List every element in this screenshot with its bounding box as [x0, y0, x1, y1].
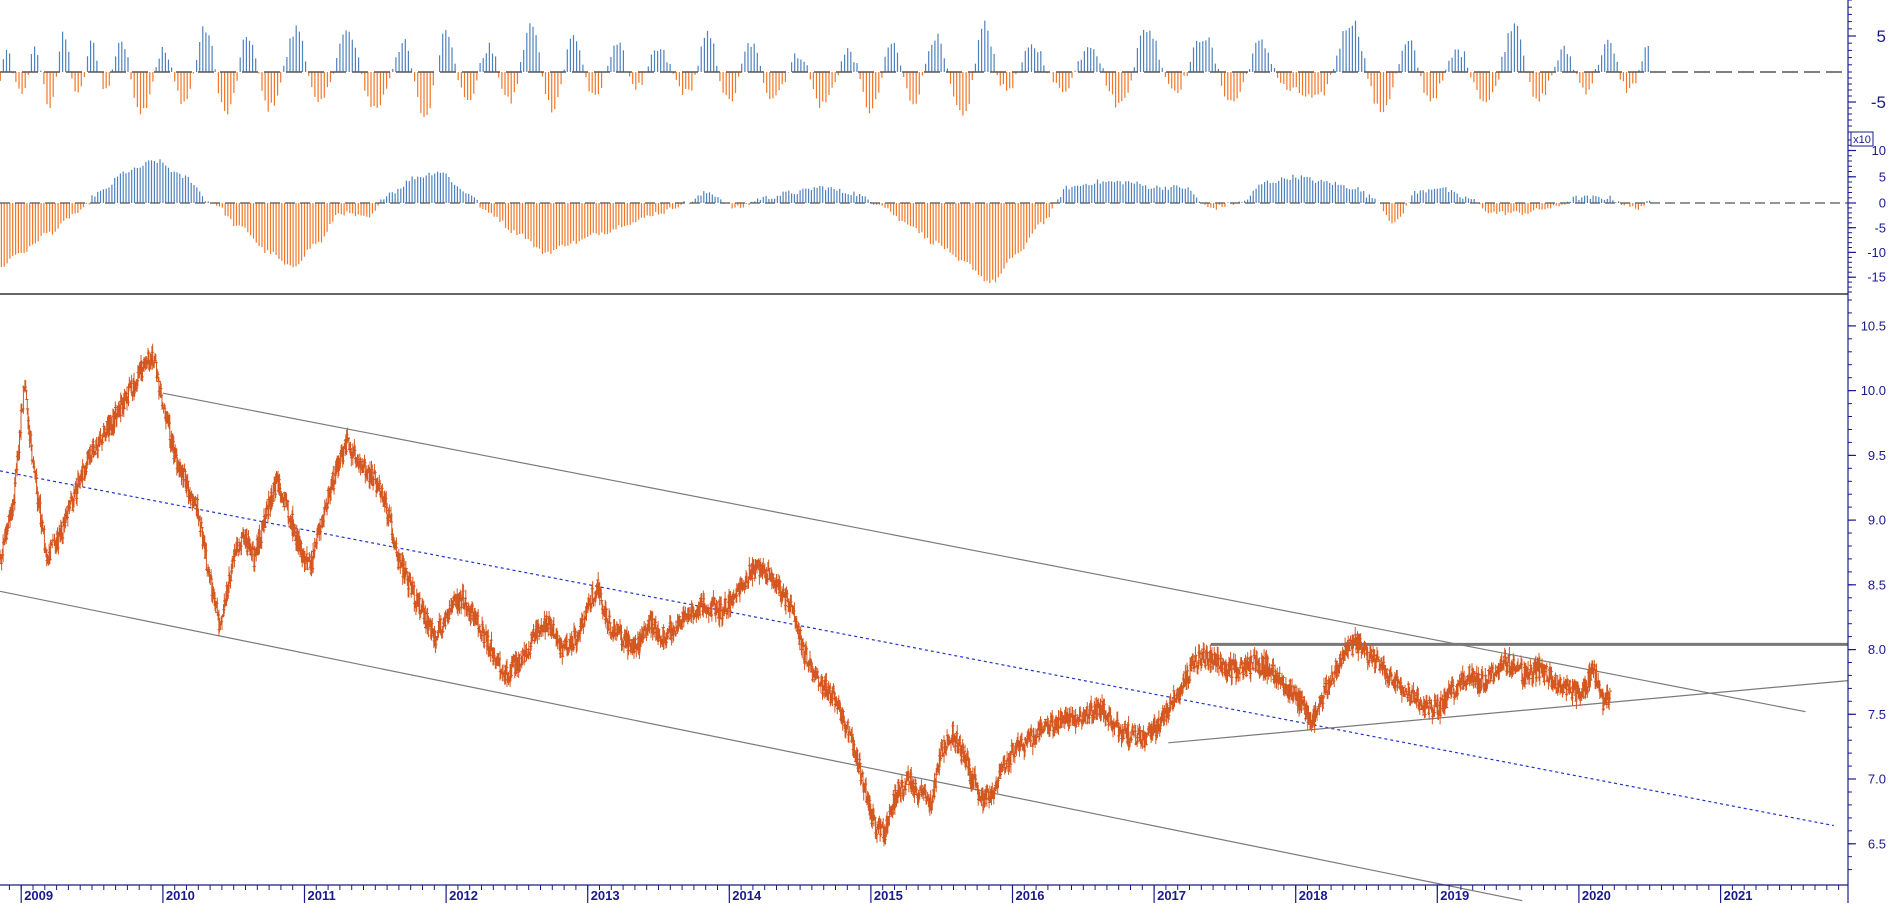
- x-tick-label: 2011: [308, 888, 336, 903]
- price-y-tick-label: 8.0: [1868, 642, 1886, 657]
- x-tick-label: 2016: [1016, 888, 1045, 903]
- price-y-tick-label: 7.0: [1868, 772, 1886, 787]
- mid-y-tick-label: -10: [1867, 245, 1886, 260]
- x-tick-label: 2014: [732, 888, 762, 903]
- x-tick-label: 2019: [1440, 888, 1469, 903]
- x-tick-label: 2021: [1724, 888, 1753, 903]
- mid-y-tick-label: 5: [1879, 169, 1886, 184]
- x-tick-label: 2013: [591, 888, 620, 903]
- x-tick-label: 2020: [1582, 888, 1611, 903]
- top-y-tick-label: -5: [1871, 93, 1886, 112]
- price-y-tick-label: 6.5: [1868, 836, 1886, 851]
- price-y-tick-label: 10.5: [1861, 318, 1886, 333]
- price-y-tick-label: 10.0: [1861, 383, 1886, 398]
- x-tick-label: 2009: [24, 888, 53, 903]
- scale-marker: x10: [1851, 132, 1873, 146]
- mid-y-tick-label: 10: [1872, 143, 1886, 158]
- x-tick-label: 2012: [449, 888, 478, 903]
- mid-y-tick-label: -15: [1867, 270, 1886, 285]
- price-y-tick-label: 9.5: [1868, 448, 1886, 463]
- x-tick-label: 2018: [1299, 888, 1328, 903]
- price-y-tick-label: 8.5: [1868, 577, 1886, 592]
- x-tick-label: 2010: [166, 888, 195, 903]
- scale-marker-label: x10: [1853, 134, 1871, 146]
- x-tick-label: 2015: [874, 888, 903, 903]
- mid-y-tick-label: 0: [1879, 196, 1886, 211]
- top-y-tick-label: 5: [1877, 27, 1886, 46]
- x-tick-label: 2017: [1157, 888, 1186, 903]
- price-y-tick-label: 7.5: [1868, 707, 1886, 722]
- mid-y-tick-label: -5: [1874, 220, 1886, 235]
- price-y-tick-label: 9.0: [1868, 513, 1886, 528]
